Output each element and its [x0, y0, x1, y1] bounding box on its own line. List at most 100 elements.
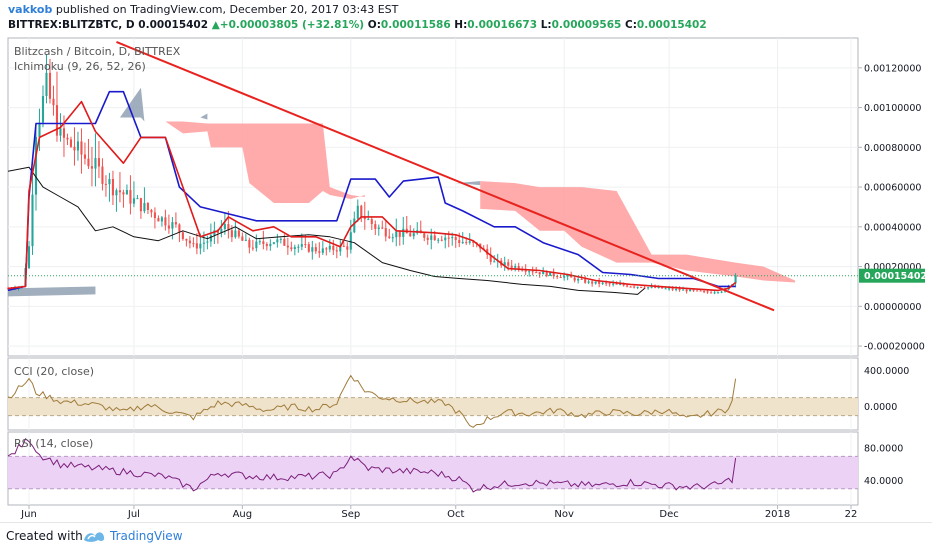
candle-body — [696, 290, 699, 292]
candle-body — [97, 158, 100, 167]
y-tick-label: 0.00040000 — [864, 222, 921, 233]
candle-body — [717, 292, 720, 294]
last-price-tag — [859, 268, 925, 283]
candle-body — [279, 238, 282, 240]
candle-body — [633, 286, 636, 288]
candle-body — [622, 284, 625, 286]
candle-body — [136, 198, 139, 200]
candle-body — [307, 244, 310, 252]
x-tick-label: Aug — [233, 509, 253, 520]
change-label: +0.00003805 (+32.81%) — [219, 19, 365, 31]
candle-body — [311, 247, 314, 252]
x-tick-label: Jun — [20, 509, 37, 520]
candle-body — [563, 276, 566, 278]
tenkan-sen-line — [7, 100, 737, 292]
candle-body — [283, 238, 286, 246]
candle-body — [626, 285, 629, 287]
cci-tick-label: 400.0000 — [864, 366, 909, 377]
candle-body — [195, 243, 198, 249]
candle-body — [174, 222, 177, 225]
candle-body — [549, 271, 552, 276]
candle-body — [269, 243, 272, 247]
cloud-bull — [200, 113, 208, 120]
candle-body — [388, 236, 391, 238]
candle-body — [720, 291, 723, 293]
candle-body — [437, 239, 440, 241]
x-tick-label: Sep — [341, 509, 360, 520]
candle-body — [699, 290, 702, 292]
created-with-label: Created with — [6, 529, 83, 543]
candle-body — [535, 272, 538, 274]
cci-tick-label: 0.0000 — [864, 402, 897, 413]
candle-body — [650, 286, 653, 288]
symbol-label: BITTREX:BLITZBTC, D — [8, 19, 135, 31]
author-name[interactable]: vakkob — [8, 3, 53, 16]
candle-body — [150, 209, 153, 213]
candle-body — [615, 283, 618, 285]
candle-body — [115, 190, 118, 196]
candle-body — [556, 276, 559, 278]
candle-body — [104, 183, 107, 185]
candle-body — [528, 271, 531, 273]
candle-body — [335, 250, 338, 252]
candle-body — [412, 233, 415, 237]
candle-body — [465, 242, 468, 244]
candle-body — [454, 237, 457, 241]
candle-body — [468, 241, 471, 243]
candle-body — [398, 231, 401, 237]
candle-body — [339, 245, 342, 252]
candle-body — [304, 244, 307, 246]
open-key: O: — [367, 19, 381, 31]
candle-body — [423, 233, 426, 238]
candle-body — [73, 146, 76, 151]
candle-body — [545, 271, 548, 276]
close-value: 0.00015402 — [636, 19, 707, 31]
candle-body — [132, 198, 135, 204]
candle-body — [118, 190, 121, 193]
y-tick-label: 0.00080000 — [864, 143, 921, 154]
candle-body — [76, 141, 80, 151]
candle-body — [685, 289, 688, 292]
candle-body — [657, 287, 660, 289]
candle-body — [636, 286, 639, 288]
candle-body — [27, 246, 31, 269]
candle-body — [570, 275, 573, 278]
candle-body — [402, 228, 405, 237]
candle-body — [619, 284, 622, 286]
candle-body — [314, 247, 317, 252]
last-price-label: 0.00015402 — [864, 271, 927, 282]
candle-body — [108, 178, 111, 185]
candle-body — [48, 72, 52, 99]
y-tick-label: -0.00020000 — [864, 342, 925, 353]
candle-body — [223, 224, 226, 230]
candle-body — [678, 288, 681, 291]
tradingview-brand[interactable]: TradingView — [110, 529, 183, 543]
candle-body — [503, 262, 506, 266]
candle-body — [524, 270, 527, 272]
candle-body — [153, 212, 156, 219]
tradingview-logo-icon[interactable] — [82, 528, 106, 544]
candle-body — [258, 241, 261, 243]
candle-body — [517, 266, 520, 270]
candle-body — [87, 158, 90, 167]
candle-body — [55, 105, 59, 136]
candle-body — [493, 261, 496, 263]
candle-body — [192, 243, 195, 245]
x-tick-label: 22 — [845, 509, 858, 520]
candle-body — [202, 242, 205, 244]
published-text: published on TradingView.com, December 2… — [55, 3, 399, 16]
candle-body — [199, 243, 202, 249]
candle-body — [426, 237, 429, 240]
candle-body — [276, 239, 279, 243]
candle-body — [321, 248, 324, 253]
change-up-icon: ▲ — [211, 19, 220, 31]
candle-body — [692, 289, 695, 291]
candle-body — [290, 247, 293, 250]
candle-body — [262, 241, 265, 245]
candle-body — [370, 219, 373, 225]
candle-body — [531, 271, 534, 273]
candle-body — [52, 98, 55, 106]
candle-body — [381, 227, 384, 229]
candle-body — [286, 245, 289, 248]
